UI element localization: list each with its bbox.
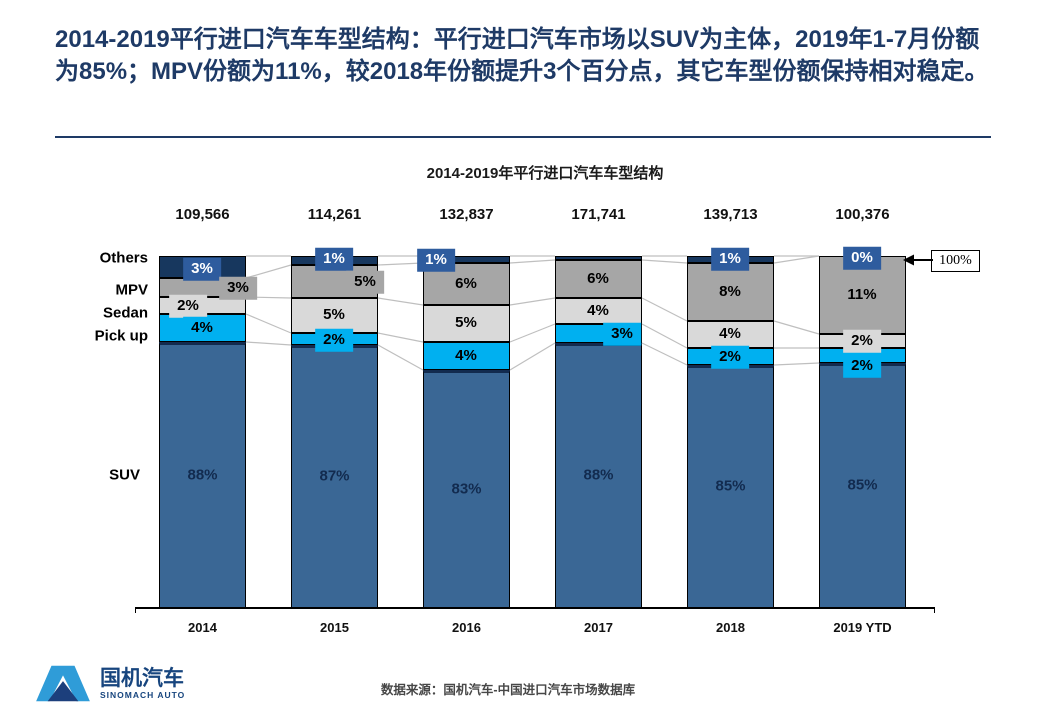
segment-label-others-2018: 1% — [711, 247, 749, 271]
bar-segment-sedan-2016 — [423, 305, 510, 342]
segment-label-pickup-2018: 2% — [711, 345, 749, 369]
bar-total-2015: 114,261 — [307, 206, 362, 223]
segment-label-mpv-2014: 3% — [219, 276, 257, 300]
segment-label-suv-2014: 88% — [187, 466, 218, 484]
segment-label-pickup-2015: 2% — [315, 328, 353, 352]
segment-label-suv-2016: 83% — [451, 480, 482, 498]
segment-label-suv-2015: 87% — [319, 467, 350, 485]
company-logo: 国机汽车 SINOMACH AUTO — [34, 660, 185, 708]
left-arrow-icon — [903, 254, 933, 266]
segment-label-pickup-2014: 4% — [183, 316, 221, 340]
segment-label-suv-2017: 88% — [583, 466, 614, 484]
bar-total-2014: 109,566 — [175, 206, 230, 223]
x-axis-label-2018: 2018 — [716, 620, 745, 635]
segment-label-others-2019 YTD: 0% — [843, 246, 881, 270]
hundred-percent-callout: 100% — [931, 250, 980, 272]
segment-label-sedan-2015: 5% — [315, 303, 353, 327]
segment-label-sedan-2018: 4% — [711, 322, 749, 346]
title-divider — [55, 136, 991, 138]
segment-label-pickup-2016: 4% — [447, 344, 485, 368]
bar-segment-suv-2016 — [423, 370, 510, 608]
bar-total-2016: 132,837 — [439, 206, 494, 223]
chart-title: 2014-2019年平行进口汽车车型结构 — [426, 165, 664, 182]
segment-label-others-2016: 1% — [417, 248, 455, 272]
x-axis-line — [135, 607, 935, 613]
x-axis-label-2017: 2017 — [584, 620, 613, 635]
segment-label-mpv-2015: 5% — [346, 270, 384, 294]
bar-segment-suv-2015 — [291, 345, 378, 608]
segment-label-mpv-2018: 8% — [711, 280, 749, 304]
segment-label-suv-2018: 85% — [715, 477, 746, 495]
x-axis-label-2014: 2014 — [188, 620, 217, 635]
segment-label-pickup-2017: 3% — [603, 322, 641, 346]
bar-segment-others-2017 — [555, 256, 642, 260]
x-axis-label-2016: 2016 — [452, 620, 481, 635]
bar-total-2018: 139,713 — [703, 206, 758, 223]
logo-name-en: SINOMACH AUTO — [100, 690, 186, 701]
bar-segment-suv-2017 — [555, 343, 642, 608]
bar-segment-suv-2018 — [687, 365, 774, 608]
sinomach-mountain-icon — [36, 665, 90, 702]
segment-label-suv-2019 YTD: 85% — [847, 476, 878, 494]
bar-total-2017: 171,741 — [571, 206, 626, 223]
x-axis-label-2019 YTD: 2019 YTD — [833, 620, 892, 635]
x-axis-label-2015: 2015 — [320, 620, 349, 635]
bar-segment-suv-2014 — [159, 342, 246, 608]
segment-label-mpv-2016: 6% — [447, 272, 485, 296]
segment-label-mpv-2019 YTD: 11% — [839, 283, 885, 307]
segment-label-others-2014: 3% — [183, 257, 221, 281]
logo-text: 国机汽车 SINOMACH AUTO — [100, 666, 186, 701]
bar-total-2019 YTD: 100,376 — [835, 206, 890, 223]
segment-label-others-2015: 1% — [315, 247, 353, 271]
data-source-note: 数据来源：国机汽车-中国进口汽车市场数据库 — [380, 683, 636, 697]
series-name-others: Others — [99, 249, 148, 267]
segment-label-mpv-2017: 6% — [579, 267, 617, 291]
series-name-suv: SUV — [109, 466, 140, 484]
page-title: 2014-2019平行进口汽车车型结构：平行进口汽车市场以SUV为主体，2019… — [55, 26, 989, 85]
segment-label-sedan-2017: 4% — [579, 299, 617, 323]
logo-name-cn: 国机汽车 — [100, 666, 184, 690]
segment-label-pickup-2019 YTD: 2% — [843, 354, 881, 378]
segment-label-sedan-2019 YTD: 2% — [843, 329, 881, 353]
segment-label-sedan-2014: 2% — [169, 294, 207, 318]
segment-label-sedan-2016: 5% — [447, 311, 485, 335]
series-name-sedan: Sedan — [102, 304, 148, 322]
series-name-pickup: Pick up — [94, 327, 148, 345]
series-name-mpv: MPV — [115, 281, 148, 299]
bar-segment-suv-2019 YTD — [819, 363, 906, 608]
